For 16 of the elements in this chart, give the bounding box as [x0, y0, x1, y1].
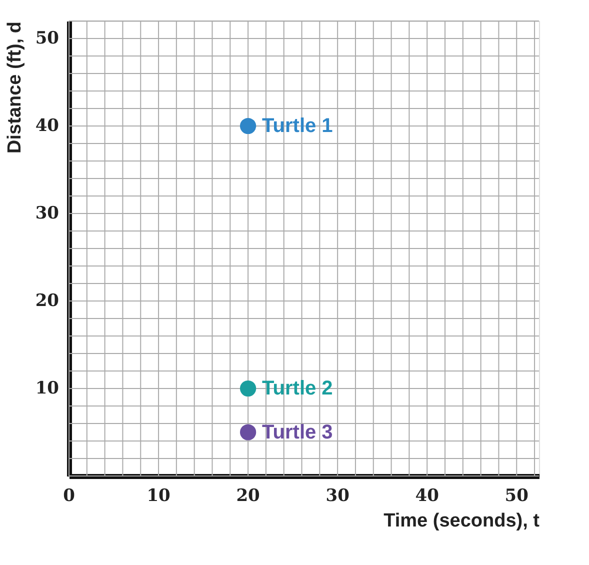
- series-label: Turtle 1: [262, 115, 333, 137]
- x-tick-label: 10: [146, 486, 171, 506]
- x-tick-label: 30: [326, 486, 350, 506]
- y-axis-title: Distance (ft), d: [4, 22, 26, 154]
- x-axis-title: Time (seconds), t: [384, 510, 540, 532]
- y-tick-label: 50: [35, 28, 60, 48]
- series-label: Turtle 2: [262, 378, 333, 400]
- x-tick-label: 20: [236, 486, 260, 506]
- y-tick-label: 30: [35, 204, 60, 224]
- x-tick-label: 0: [63, 486, 76, 506]
- y-tick-label: 10: [35, 378, 60, 398]
- x-tick-label: 40: [415, 486, 440, 506]
- y-tick-label: 20: [35, 291, 60, 311]
- x-tick-label: 50: [504, 486, 529, 506]
- series-label: Turtle 3: [262, 421, 333, 444]
- y-tick-label: 40: [35, 116, 60, 136]
